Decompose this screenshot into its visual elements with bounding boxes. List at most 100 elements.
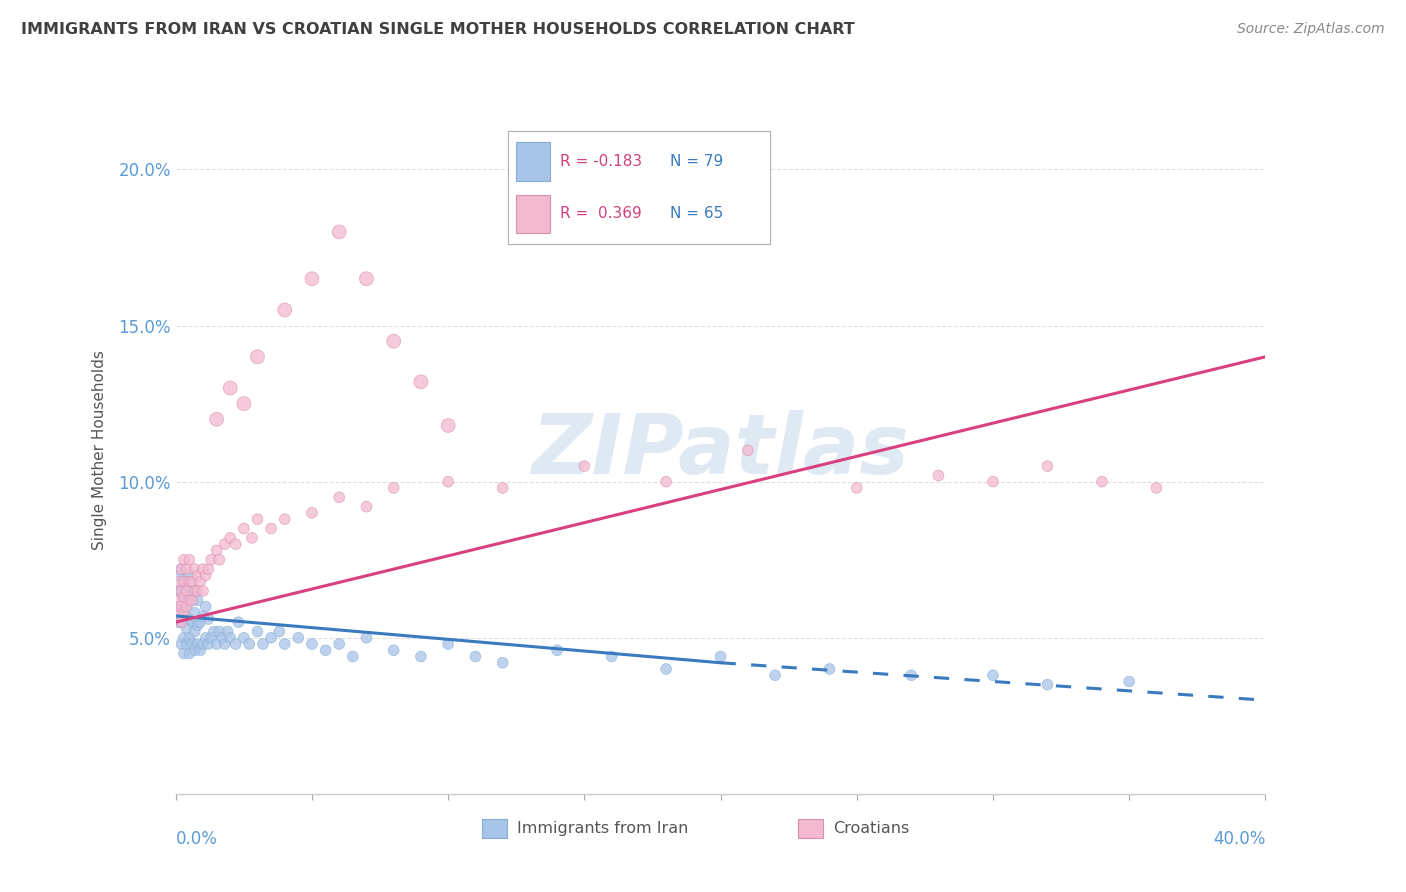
- Point: [928, 468, 950, 483]
- Point: [382, 334, 405, 348]
- Point: [188, 574, 211, 589]
- Point: [492, 481, 515, 495]
- Point: [170, 637, 193, 651]
- Point: [186, 568, 209, 582]
- Point: [181, 593, 204, 607]
- Point: [184, 583, 207, 598]
- Text: N = 79: N = 79: [671, 154, 724, 169]
- Point: [342, 649, 364, 664]
- Point: [173, 591, 195, 605]
- Text: Croatians: Croatians: [832, 822, 910, 836]
- Point: [208, 552, 231, 567]
- Point: [274, 512, 297, 526]
- Text: 40.0%: 40.0%: [1213, 830, 1265, 847]
- Point: [173, 574, 195, 589]
- Point: [232, 631, 254, 645]
- Point: [170, 562, 193, 576]
- Point: [205, 637, 228, 651]
- Point: [179, 568, 201, 582]
- Point: [184, 562, 207, 576]
- Text: R =  0.369: R = 0.369: [561, 206, 643, 221]
- Point: [179, 574, 201, 589]
- Point: [184, 643, 207, 657]
- Point: [173, 606, 195, 620]
- Point: [328, 225, 350, 239]
- Point: [437, 418, 460, 433]
- Point: [167, 599, 190, 614]
- Point: [214, 537, 236, 551]
- Point: [194, 568, 217, 582]
- Point: [179, 552, 201, 567]
- Point: [981, 475, 1004, 489]
- Point: [191, 562, 214, 576]
- Point: [214, 637, 236, 651]
- Point: [1091, 475, 1114, 489]
- Point: [1144, 481, 1167, 495]
- Point: [252, 637, 274, 651]
- Point: [173, 591, 195, 605]
- Point: [845, 481, 868, 495]
- Point: [194, 631, 217, 645]
- Point: [176, 581, 198, 595]
- Point: [211, 631, 233, 645]
- Point: [246, 512, 269, 526]
- Text: R = -0.183: R = -0.183: [561, 154, 643, 169]
- Point: [179, 593, 201, 607]
- Point: [179, 612, 201, 626]
- Bar: [516, 143, 550, 181]
- Point: [188, 615, 211, 630]
- Point: [219, 381, 242, 395]
- Point: [191, 583, 214, 598]
- Point: [167, 615, 190, 630]
- Point: [188, 643, 211, 657]
- Point: [356, 500, 378, 514]
- Point: [219, 531, 242, 545]
- Point: [301, 271, 323, 285]
- Text: 0.0%: 0.0%: [176, 830, 218, 847]
- Bar: [516, 194, 550, 233]
- Point: [191, 637, 214, 651]
- Text: N = 65: N = 65: [671, 206, 724, 221]
- Point: [492, 656, 515, 670]
- Point: [437, 475, 460, 489]
- Point: [655, 475, 678, 489]
- Point: [167, 593, 190, 607]
- Point: [179, 646, 201, 660]
- Point: [167, 606, 190, 620]
- Point: [574, 458, 596, 473]
- Point: [167, 568, 190, 582]
- Point: [170, 599, 193, 614]
- Point: [184, 606, 207, 620]
- Point: [356, 271, 378, 285]
- Point: [200, 552, 222, 567]
- Point: [197, 562, 219, 576]
- Point: [246, 624, 269, 639]
- Point: [818, 662, 841, 676]
- Point: [655, 662, 678, 676]
- Point: [181, 615, 204, 630]
- Text: Source: ZipAtlas.com: Source: ZipAtlas.com: [1237, 22, 1385, 37]
- Point: [186, 593, 209, 607]
- Point: [274, 302, 297, 317]
- Point: [170, 583, 193, 598]
- Point: [202, 624, 225, 639]
- Point: [1036, 678, 1059, 692]
- Point: [232, 521, 254, 535]
- Point: [546, 643, 568, 657]
- Point: [170, 599, 193, 614]
- Point: [179, 631, 201, 645]
- Point: [197, 612, 219, 626]
- Point: [179, 593, 201, 607]
- Point: [328, 637, 350, 651]
- Point: [186, 637, 209, 651]
- Point: [205, 543, 228, 558]
- Point: [173, 631, 195, 645]
- Point: [315, 643, 337, 657]
- Point: [170, 583, 193, 598]
- Point: [301, 506, 323, 520]
- Point: [260, 631, 283, 645]
- Point: [176, 621, 198, 635]
- Point: [228, 615, 250, 630]
- Point: [232, 396, 254, 410]
- Point: [184, 583, 207, 598]
